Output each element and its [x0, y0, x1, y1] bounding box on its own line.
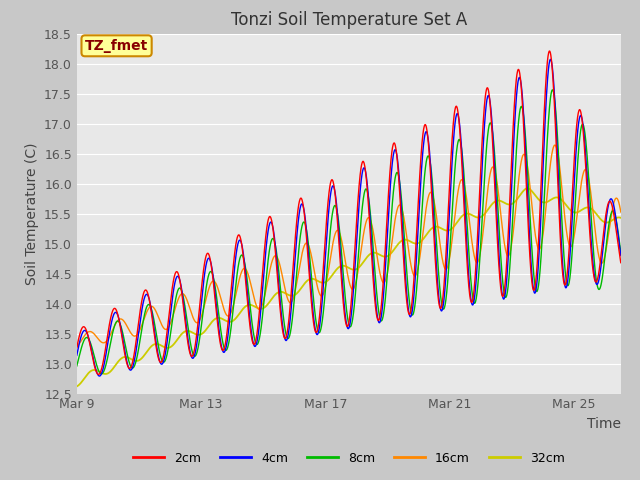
Text: TZ_fmet: TZ_fmet: [85, 39, 148, 53]
Title: Tonzi Soil Temperature Set A: Tonzi Soil Temperature Set A: [230, 11, 467, 29]
Y-axis label: Soil Temperature (C): Soil Temperature (C): [24, 143, 38, 285]
X-axis label: Time: Time: [587, 417, 621, 431]
Legend: 2cm, 4cm, 8cm, 16cm, 32cm: 2cm, 4cm, 8cm, 16cm, 32cm: [128, 447, 570, 469]
